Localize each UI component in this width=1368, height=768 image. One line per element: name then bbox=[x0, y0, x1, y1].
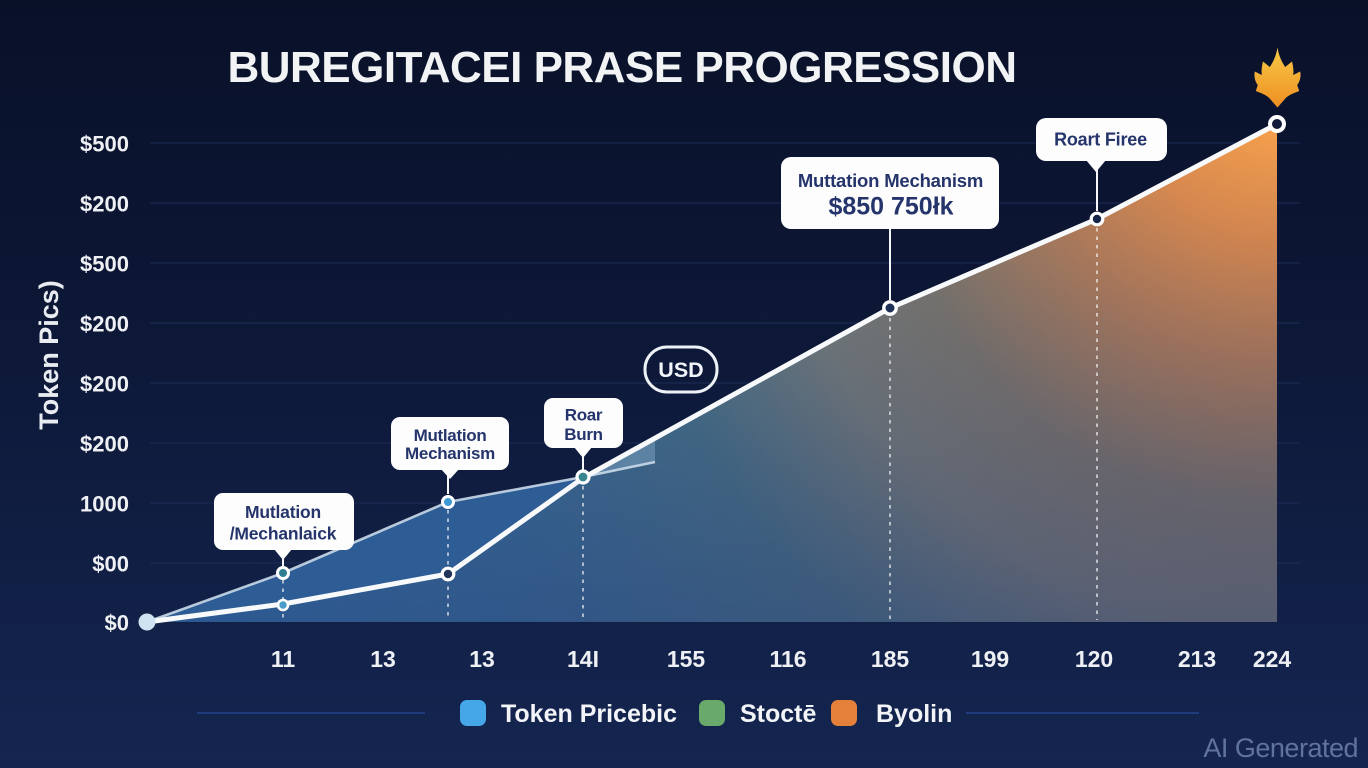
svg-text:$200: $200 bbox=[80, 192, 129, 217]
svg-text:Muttation Mechanism: Muttation Mechanism bbox=[798, 170, 983, 191]
svg-text:Stoctē: Stoctē bbox=[740, 700, 817, 728]
svg-text:Roart Firee: Roart Firee bbox=[1054, 130, 1147, 150]
svg-text:Roar: Roar bbox=[565, 406, 603, 425]
svg-text:$0: $0 bbox=[105, 611, 129, 636]
svg-text:BUREGITACEI PRASE PROGRESSION: BUREGITACEI PRASE PROGRESSION bbox=[227, 43, 1016, 92]
svg-text:11: 11 bbox=[271, 646, 296, 672]
svg-text:13: 13 bbox=[370, 646, 396, 672]
svg-text:/Mechanlaick: /Mechanlaick bbox=[230, 524, 337, 544]
svg-text:$500: $500 bbox=[80, 252, 129, 277]
svg-text:14I: 14I bbox=[567, 646, 599, 672]
svg-text:13: 13 bbox=[469, 646, 495, 672]
svg-text:$200: $200 bbox=[80, 372, 129, 397]
svg-text:$200: $200 bbox=[80, 312, 129, 337]
svg-text:$500: $500 bbox=[80, 132, 129, 157]
svg-text:Mechanism: Mechanism bbox=[405, 444, 495, 463]
svg-text:1000: 1000 bbox=[80, 492, 129, 517]
svg-text:185: 185 bbox=[871, 646, 910, 672]
svg-text:AI Generated: AI Generated bbox=[1203, 733, 1358, 763]
svg-text:$200: $200 bbox=[80, 432, 129, 457]
svg-text:Byolin: Byolin bbox=[876, 700, 952, 728]
svg-text:Mutlation: Mutlation bbox=[245, 502, 321, 522]
svg-text:$00: $00 bbox=[92, 552, 129, 577]
svg-text:116: 116 bbox=[769, 646, 806, 672]
svg-text:155: 155 bbox=[667, 646, 706, 672]
svg-text:USD: USD bbox=[658, 358, 703, 382]
svg-text:213: 213 bbox=[1178, 646, 1216, 672]
svg-text:Token Pricebic: Token Pricebic bbox=[501, 700, 677, 728]
svg-text:224: 224 bbox=[1253, 646, 1292, 672]
svg-text:$850 750łk: $850 750łk bbox=[828, 193, 953, 221]
svg-text:199: 199 bbox=[971, 646, 1009, 672]
svg-text:Mutlation: Mutlation bbox=[414, 426, 487, 445]
svg-text:Token Pics): Token Pics) bbox=[34, 280, 64, 430]
svg-text:120: 120 bbox=[1075, 646, 1113, 672]
svg-text:Burn: Burn bbox=[564, 425, 602, 444]
